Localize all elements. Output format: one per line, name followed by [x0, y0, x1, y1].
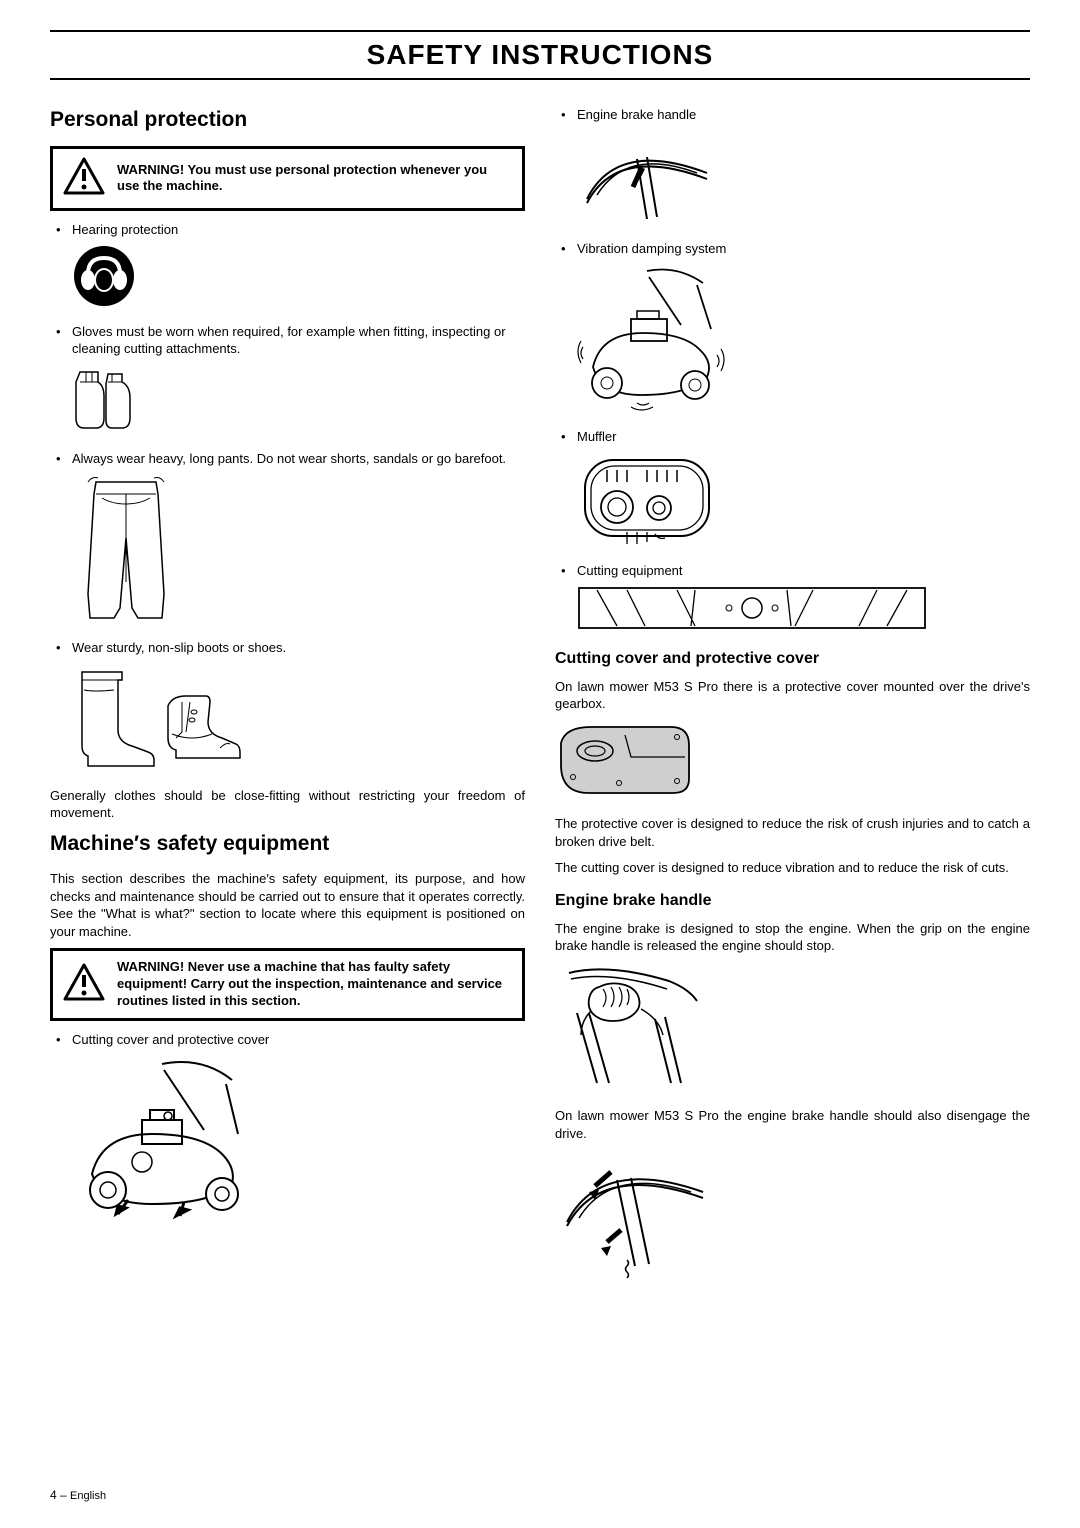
pants-icon: [72, 474, 525, 629]
p-brake1: The engine brake is designed to stop the…: [555, 920, 1030, 955]
li-cutting-equipment: Cutting equipment: [555, 562, 1030, 580]
muffler-icon: [577, 452, 1030, 553]
lawnmower-cover-icon: [72, 1054, 525, 1229]
warning-box-machine: WARNING! Never use a machine that has fa…: [50, 948, 525, 1021]
page-title-block: SAFETY INSTRUCTIONS: [50, 30, 1030, 80]
brake-hand-icon: [555, 963, 1030, 1098]
warning-text-machine: WARNING! Never use a machine that has fa…: [117, 959, 512, 1010]
p-machine-intro: This section describes the machine′s saf…: [50, 870, 525, 940]
gloves-icon: [72, 364, 525, 441]
p-cover2: The protective cover is designed to redu…: [555, 815, 1030, 850]
brake-handle-arrows-icon: [555, 1150, 1030, 1285]
footer-language: English: [70, 1490, 106, 1502]
boots-icon: [72, 662, 525, 777]
heading-engine-brake: Engine brake handle: [555, 890, 1030, 912]
li-boots: Wear sturdy, non-slip boots or shoes.: [50, 639, 525, 657]
p-cover1: On lawn mower M53 S Pro there is a prote…: [555, 678, 1030, 713]
vibration-mower-icon: [577, 263, 1030, 418]
p-clothes: Generally clothes should be close-fittin…: [50, 787, 525, 822]
warning-triangle-icon: [63, 963, 105, 1006]
page-footer: 4 – English: [50, 1487, 106, 1504]
heading-cutting-cover: Cutting cover and protective cover: [555, 648, 1030, 670]
protective-cover-icon: [555, 721, 1030, 806]
heading-machine-safety: Machine′s safety equipment: [50, 830, 525, 858]
right-column: Engine brake handle Vibration damping sy…: [555, 98, 1030, 1295]
footer-separator: –: [57, 1488, 70, 1502]
hearing-protection-icon: [72, 244, 525, 313]
li-pants: Always wear heavy, long pants. Do not we…: [50, 450, 525, 468]
li-cutting-cover: Cutting cover and protective cover: [50, 1031, 525, 1049]
li-vibration: Vibration damping system: [555, 240, 1030, 258]
li-gloves: Gloves must be worn when required, for e…: [50, 323, 525, 358]
li-brake-handle: Engine brake handle: [555, 106, 1030, 124]
brake-handle-icon: [577, 129, 1030, 230]
li-hearing: Hearing protection: [50, 221, 525, 239]
cutting-blade-icon: [577, 586, 1030, 635]
li-muffler: Muffler: [555, 428, 1030, 446]
warning-triangle-icon: [63, 157, 105, 200]
heading-personal-protection: Personal protection: [50, 106, 525, 134]
warning-text-personal: WARNING! You must use personal protectio…: [117, 162, 512, 196]
content-columns: Personal protection WARNING! You must us…: [50, 98, 1030, 1295]
p-brake2: On lawn mower M53 S Pro the engine brake…: [555, 1107, 1030, 1142]
left-column: Personal protection WARNING! You must us…: [50, 98, 525, 1295]
p-cover3: The cutting cover is designed to reduce …: [555, 859, 1030, 877]
warning-box-personal: WARNING! You must use personal protectio…: [50, 146, 525, 211]
page-title: SAFETY INSTRUCTIONS: [50, 36, 1030, 74]
page-number: 4: [50, 1488, 57, 1502]
